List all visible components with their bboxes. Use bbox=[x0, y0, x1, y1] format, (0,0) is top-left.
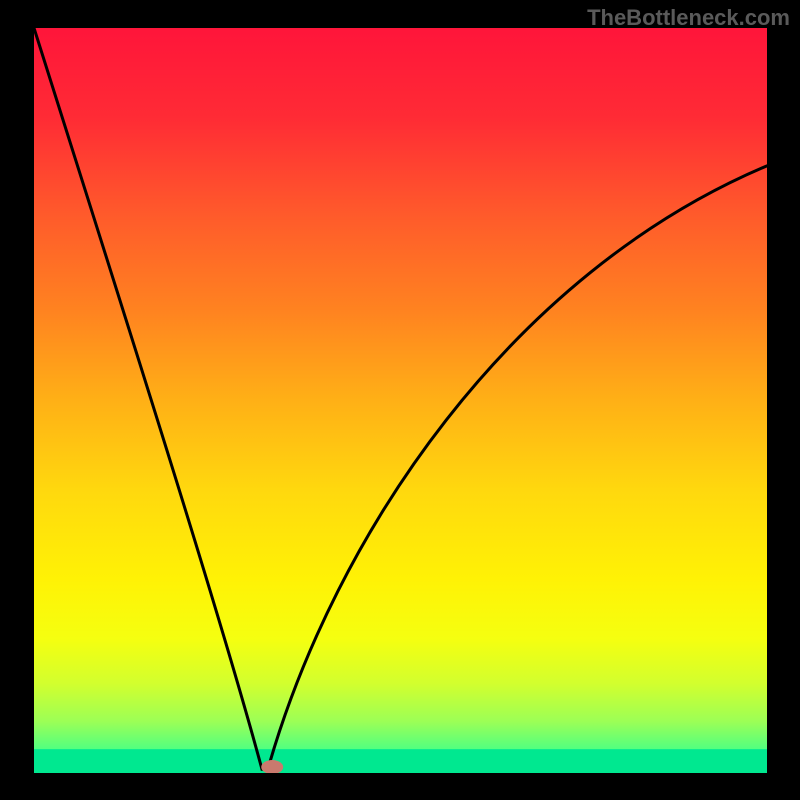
watermark-text: TheBottleneck.com bbox=[587, 5, 790, 31]
gradient-background bbox=[34, 28, 767, 773]
chart-svg bbox=[34, 28, 767, 773]
chart-container: TheBottleneck.com bbox=[0, 0, 800, 800]
green-band bbox=[34, 749, 767, 773]
plot-area bbox=[34, 28, 767, 773]
